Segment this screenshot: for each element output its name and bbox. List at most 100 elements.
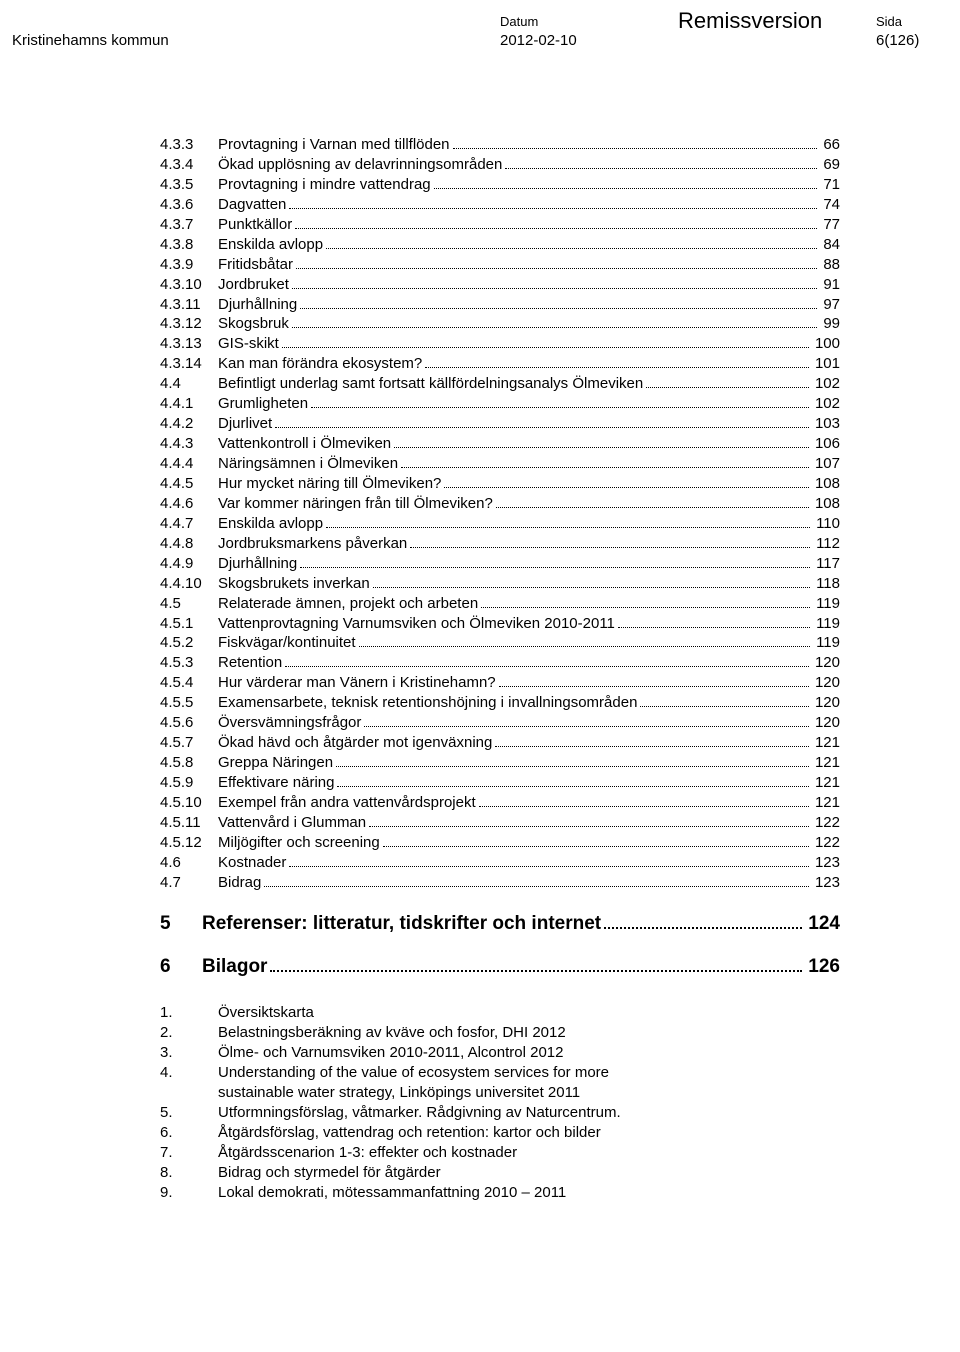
toc-leader-dots: [444, 487, 809, 488]
appendix-number: 7.: [160, 1143, 218, 1163]
toc-number: 4.5.4: [160, 673, 218, 693]
toc-leader-dots: [505, 168, 817, 169]
appendix-title: Utformningsförslag, våtmarker. Rådgivnin…: [218, 1103, 621, 1123]
toc-title: Hur mycket näring till Ölmeviken?: [218, 474, 441, 494]
toc-entry: 4.5.10Exempel från andra vattenvårdsproj…: [160, 793, 840, 813]
toc-page: 102: [812, 394, 840, 414]
toc-number: 4.7: [160, 873, 218, 893]
toc-leader-dots: [373, 587, 810, 588]
toc-number: 5: [160, 911, 202, 936]
toc-page: 77: [820, 215, 840, 235]
toc-title: GIS-skikt: [218, 334, 279, 354]
toc-page: 126: [805, 954, 840, 979]
toc-title: Relaterade ämnen, projekt och arbeten: [218, 594, 478, 614]
toc-title: Effektivare näring: [218, 773, 334, 793]
toc-page: 100: [812, 334, 840, 354]
toc-entry: 4.5.5Examensarbete, teknisk retentionshö…: [160, 693, 840, 713]
appendix-item: 7.Åtgärdsscenarion 1-3: effekter och kos…: [160, 1143, 840, 1163]
toc-entry: 4.5.9Effektivare näring121: [160, 773, 840, 793]
toc-title: Ökad upplösning av delavrinningsområden: [218, 155, 502, 175]
toc-entry: 4.3.9Fritidsbåtar88: [160, 255, 840, 275]
appendix-continuation: sustainable water strategy, Linköpings u…: [160, 1083, 840, 1103]
toc-number: 4.3.5: [160, 175, 218, 195]
appendix-title: Bidrag och styrmedel för åtgärder: [218, 1163, 441, 1183]
toc-page: 122: [812, 833, 840, 853]
toc-page: 91: [820, 275, 840, 295]
toc-title: Bilagor: [202, 954, 267, 979]
toc-entry: 4.5.6Översvämningsfrågor120: [160, 713, 840, 733]
toc-title: Exempel från andra vattenvårdsprojekt: [218, 793, 476, 813]
toc-title: Kostnader: [218, 853, 286, 873]
toc-title: Djurlivet: [218, 414, 272, 434]
toc-number: 4.5.3: [160, 653, 218, 673]
toc-entry: 4.3.7Punktkällor77: [160, 215, 840, 235]
toc-page: 122: [812, 813, 840, 833]
toc-page: 120: [812, 653, 840, 673]
toc-page: 108: [812, 474, 840, 494]
toc-number: 4.4: [160, 374, 218, 394]
toc-entry: 4.5.8Greppa Näringen121: [160, 753, 840, 773]
toc-number: 4.4.3: [160, 434, 218, 454]
toc-entry: 4.3.3Provtagning i Varnan med tillflöden…: [160, 135, 840, 155]
toc-entry: 4.3.10Jordbruket91: [160, 275, 840, 295]
page-label: Sida: [876, 14, 902, 29]
toc-number: 4.4.4: [160, 454, 218, 474]
toc-leader-dots: [479, 806, 809, 807]
toc-entry: 4.6Kostnader123: [160, 853, 840, 873]
toc-page: 119: [813, 594, 840, 614]
toc-entry: 4.4.7Enskilda avlopp110: [160, 514, 840, 534]
toc-page: 101: [812, 354, 840, 374]
toc-title: Enskilda avlopp: [218, 235, 323, 255]
toc-title: Befintligt underlag samt fortsatt källfö…: [218, 374, 643, 394]
toc-number: 4.3.9: [160, 255, 218, 275]
toc-leader-dots: [289, 208, 817, 209]
toc-entry: 4.4.6Var kommer näringen från till Ölmev…: [160, 494, 840, 514]
toc-page: 124: [805, 911, 840, 936]
toc-page: 108: [812, 494, 840, 514]
toc-entry: 4.4.2Djurlivet103: [160, 414, 840, 434]
toc-title: Vattenvård i Glumman: [218, 813, 366, 833]
page-header: Kristinehamns kommun Datum 2012-02-10 Re…: [0, 0, 960, 70]
toc-entry: 4.3.13GIS-skikt 100: [160, 334, 840, 354]
toc-entry: 4.3.8Enskilda avlopp84: [160, 235, 840, 255]
toc-page: 97: [820, 295, 840, 315]
toc-page: 84: [820, 235, 840, 255]
toc-title: Dagvatten: [218, 195, 286, 215]
toc-page: 102: [812, 374, 840, 394]
toc-leader-dots: [604, 927, 802, 929]
toc-leader-dots: [292, 288, 817, 289]
toc-heading-entry: 6Bilagor126: [160, 954, 840, 979]
toc-number: 4.5.10: [160, 793, 218, 813]
toc-number: 4.5: [160, 594, 218, 614]
toc-entry: 4.3.5Provtagning i mindre vattendrag71: [160, 175, 840, 195]
toc-leader-dots: [296, 268, 817, 269]
toc-leader-dots: [326, 527, 810, 528]
toc-title: Översvämningsfrågor: [218, 713, 361, 733]
toc-page: 99: [820, 314, 840, 334]
toc-leader-dots: [618, 627, 810, 628]
toc-title: Enskilda avlopp: [218, 514, 323, 534]
toc-page: 66: [820, 135, 840, 155]
toc-leader-dots: [282, 347, 809, 348]
toc-page: 69: [820, 155, 840, 175]
appendix-item: 6.Åtgärdsförslag, vattendrag och retenti…: [160, 1123, 840, 1143]
toc-page: 103: [812, 414, 840, 434]
appendix-item: 8.Bidrag och styrmedel för åtgärder: [160, 1163, 840, 1183]
toc-leader-dots: [425, 367, 809, 368]
appendix-number: 8.: [160, 1163, 218, 1183]
toc-number: 4.3.4: [160, 155, 218, 175]
appendix-number: 1.: [160, 1003, 218, 1023]
toc-number: 4.5.12: [160, 833, 218, 853]
toc-leader-dots: [270, 970, 802, 972]
toc-entry: 4.4.4Näringsämnen i Ölmeviken107: [160, 454, 840, 474]
toc-page: 117: [813, 554, 840, 574]
toc-entry: 4.5.4Hur värderar man Vänern i Kristineh…: [160, 673, 840, 693]
toc-entry: 4.5.11Vattenvård i Glumman122: [160, 813, 840, 833]
toc-number: 4.3.12: [160, 314, 218, 334]
toc-content: 4.3.3Provtagning i Varnan med tillflöden…: [160, 135, 840, 1203]
toc-leader-dots: [383, 846, 809, 847]
toc-title: Skogsbrukets inverkan: [218, 574, 370, 594]
toc-number: 4.5.6: [160, 713, 218, 733]
toc-number: 4.3.13: [160, 334, 218, 354]
toc-entry: 4.4Befintligt underlag samt fortsatt käl…: [160, 374, 840, 394]
